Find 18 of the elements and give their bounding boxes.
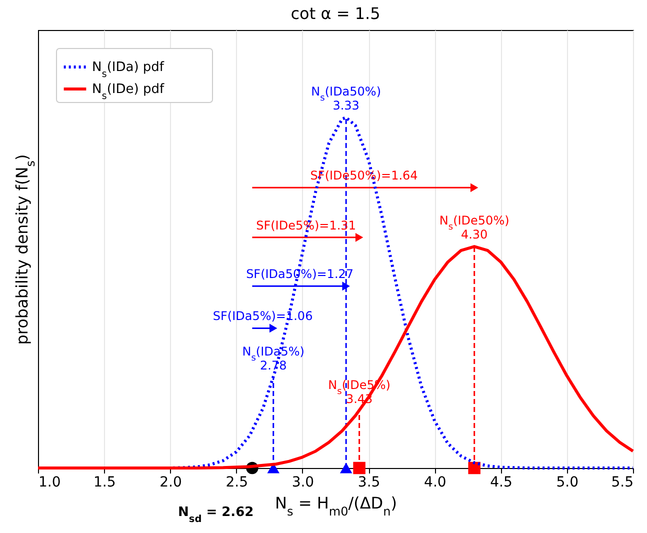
legend-label: N$_{s}$(IDe) pdf — [92, 82, 164, 102]
x-tick-label: 4.5 — [490, 474, 512, 490]
annotation: SF(IDe5%)=1.31 — [256, 218, 356, 232]
annotation: SF(IDa50%)=1.27 — [246, 267, 354, 282]
x-tick-label: 3.0 — [292, 474, 314, 490]
x-tick-label: 1.5 — [93, 474, 116, 490]
x-tick-label: 5.5 — [611, 474, 634, 490]
x-axis-title: N$_{s}$ = H$_{m0}$/(ΔD$_{n}$) — [275, 494, 397, 518]
legend-label: N$_{s}$(IDa) pdf — [92, 60, 164, 80]
annotation: SF(IDa5%)=1.06 — [212, 309, 313, 324]
x-tick-label: 1.0 — [38, 474, 61, 490]
x-tick-label: 3.5 — [358, 474, 380, 490]
x-tick-label: 5.0 — [556, 474, 579, 490]
x-tick-label: 2.0 — [160, 474, 182, 490]
text: N$_{sd}$ = 2.62 — [178, 505, 254, 524]
x-tick-label: 4.0 — [424, 474, 446, 490]
chart-title: cot α = 1.5 — [290, 4, 380, 23]
x-tick-label: 2.5 — [226, 474, 248, 490]
